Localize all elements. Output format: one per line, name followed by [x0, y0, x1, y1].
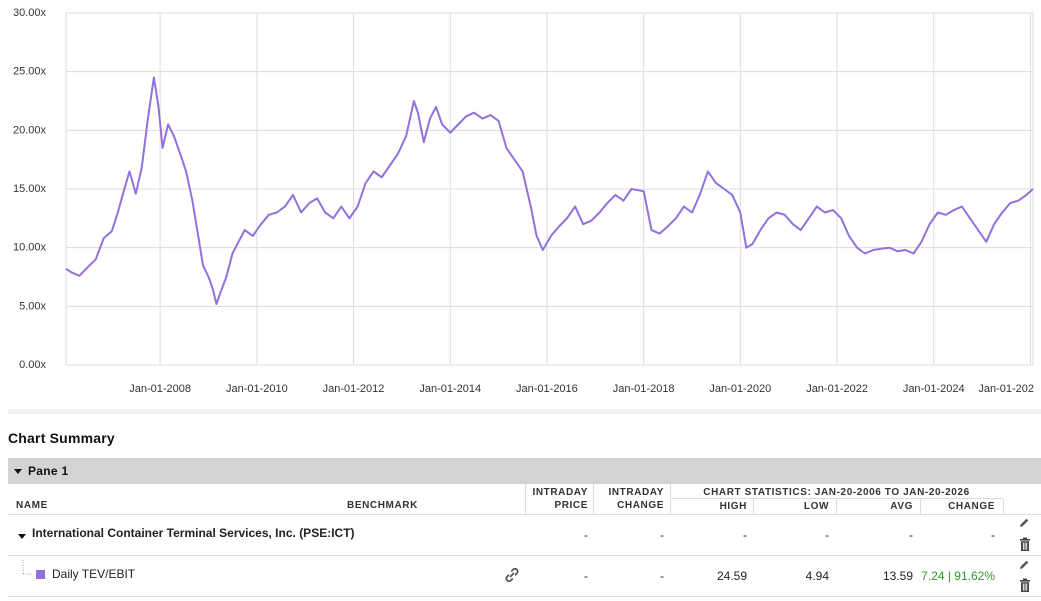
y-tick-label: 15.00x	[13, 183, 47, 195]
col-divider	[753, 499, 754, 514]
header-intraday-change-line2: CHANGE	[617, 500, 664, 511]
series-name[interactable]: Daily TEV/EBIT	[52, 567, 136, 581]
col-divider	[1003, 499, 1004, 514]
col-divider	[920, 499, 921, 514]
series-change: 7.24 | 91.62%	[921, 569, 995, 583]
x-tick-label: Jan-01-2010	[226, 383, 288, 395]
company-change: -	[991, 528, 995, 542]
link-chain-icon[interactable]	[503, 566, 521, 584]
company-avg: -	[909, 528, 913, 542]
series-intraday-change: -	[660, 569, 664, 583]
company-intraday-change: -	[660, 528, 664, 542]
y-tick-label: 0.00x	[19, 359, 46, 371]
col-divider	[670, 484, 671, 514]
delete-trash-icon[interactable]	[1018, 537, 1032, 552]
header-chart-statistics: CHART STATISTICS: JAN-20-2006 TO JAN-20-…	[703, 487, 970, 498]
x-tick-label: Jan-01-2024	[903, 383, 965, 395]
stats-header-divider	[670, 498, 1003, 499]
header-intraday-change-line1: INTRADAY	[608, 487, 664, 498]
y-tick-label: 20.00x	[13, 124, 47, 136]
x-tick-label: Jan-01-2020	[709, 383, 771, 395]
x-tick-label: Jan-01-2018	[613, 383, 675, 395]
edit-pencil-icon[interactable]	[1017, 558, 1031, 572]
expand-caret-icon[interactable]	[18, 534, 26, 539]
header-benchmark: BENCHMARK	[347, 500, 418, 511]
header-change: CHANGE	[948, 501, 995, 512]
header-low: LOW	[803, 501, 829, 512]
row-divider	[8, 555, 1041, 556]
header-intraday-price-line2: PRICE	[554, 500, 588, 511]
col-divider	[525, 484, 526, 514]
col-divider	[836, 499, 837, 514]
header-bottom-rule	[8, 514, 1041, 515]
header-high: HIGH	[719, 501, 747, 512]
x-tick-label: Jan-01-2012	[323, 383, 385, 395]
y-tick-label: 5.00x	[19, 300, 46, 312]
chart-area: 0.00x 5.00x 10.00x 15.00x 20.00x 25.00x 30.00x…	[13, 7, 1034, 395]
row-divider	[8, 596, 1041, 597]
tev-ebit-series-line	[65, 76, 1034, 305]
x-tick-label: Jan-01-202	[978, 383, 1034, 395]
company-high: -	[743, 528, 747, 542]
edit-pencil-icon[interactable]	[1017, 516, 1031, 530]
y-tick-label: 10.00x	[13, 242, 47, 254]
chart-separator	[8, 409, 1041, 414]
series-low: 4.94	[805, 569, 829, 583]
delete-trash-icon[interactable]	[1018, 578, 1032, 593]
chart-summary-title: Chart Summary	[8, 430, 115, 446]
company-name[interactable]: International Container Terminal Service…	[32, 526, 355, 540]
x-tick-label: Jan-01-2014	[419, 383, 481, 395]
y-tick-label: 30.00x	[13, 7, 47, 19]
pane-header[interactable]: Pane 1	[8, 458, 1041, 484]
series-color-swatch	[36, 570, 45, 579]
header-avg: AVG	[890, 501, 913, 512]
col-divider	[593, 484, 594, 514]
tree-connector-icon	[22, 560, 32, 575]
tev-ebit-chart: 0.00x 5.00x 10.00x 15.00x 20.00x 25.00x 30.00x…	[13, 7, 1034, 395]
series-avg: 13.59	[882, 569, 913, 583]
series-high: 24.59	[716, 569, 747, 583]
pane-label: Pane 1	[28, 464, 69, 478]
company-low: -	[825, 528, 829, 542]
y-tick-label: 25.00x	[13, 66, 47, 78]
series-intraday-price: -	[584, 569, 588, 583]
x-tick-label: Jan-01-2022	[806, 383, 868, 395]
company-intraday-price: -	[584, 528, 588, 542]
x-tick-label: Jan-01-2016	[516, 383, 578, 395]
header-name: NAME	[16, 500, 48, 511]
collapse-caret-icon[interactable]	[14, 468, 22, 474]
header-intraday-price-line1: INTRADAY	[532, 487, 588, 498]
x-tick-label: Jan-01-2008	[129, 383, 191, 395]
